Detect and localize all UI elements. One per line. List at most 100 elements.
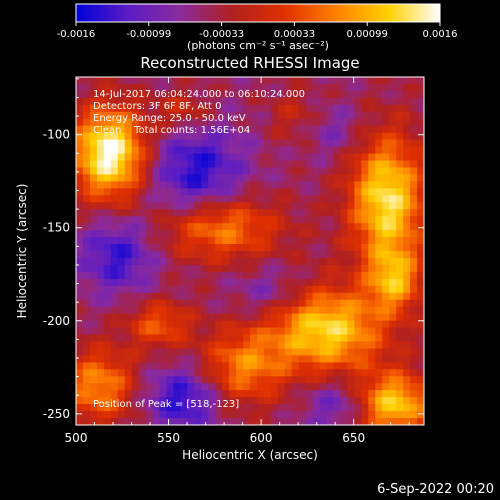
heatmap-cell (82, 77, 91, 85)
heatmap-cell (236, 202, 244, 210)
heatmap-cell (319, 397, 328, 405)
heatmap-cell (187, 160, 195, 168)
heatmap-cell (138, 216, 147, 224)
heatmap-cell (417, 320, 424, 329)
heatmap-cell (138, 209, 147, 217)
heatmap-cell (319, 251, 328, 259)
heatmap-cell (347, 404, 355, 412)
heatmap-cell (180, 209, 188, 217)
heatmap-cell (166, 257, 174, 266)
heatmap-cell (417, 362, 424, 370)
heatmap-cell (131, 355, 140, 363)
heatmap-cell (291, 404, 300, 412)
heatmap-cell (305, 376, 314, 384)
heatmap-cell (263, 216, 272, 224)
heatmap-cell (229, 202, 237, 210)
heatmap-cell (194, 97, 202, 106)
heatmap-cell (201, 251, 209, 259)
heatmap-cell (236, 223, 244, 231)
heatmap-cell (382, 160, 390, 168)
heatmap-cell (270, 271, 279, 280)
heatmap-cell (166, 404, 174, 412)
heatmap-cell (368, 334, 376, 342)
heatmap-cell (159, 160, 167, 168)
heatmap-cell (131, 390, 140, 398)
heatmap-cell (131, 376, 140, 384)
heatmap-cell (229, 383, 237, 391)
heatmap-cell (368, 209, 376, 217)
heatmap-cell (389, 174, 397, 182)
heatmap-cell (354, 362, 362, 370)
heatmap-cell (236, 83, 244, 92)
heatmap-cell (187, 348, 195, 356)
heatmap-cell (76, 362, 84, 370)
heatmap-cell (82, 237, 91, 245)
heatmap-cell (159, 251, 167, 259)
heatmap-cell (82, 174, 91, 182)
heatmap-cell (222, 83, 230, 92)
heatmap-cell (347, 195, 355, 203)
heatmap-cell (152, 132, 161, 141)
heatmap-cell (298, 139, 307, 148)
heatmap-cell (243, 418, 251, 425)
heatmap-cell (159, 195, 167, 203)
heatmap-cell (229, 160, 237, 168)
heatmap-cell (96, 390, 105, 398)
heatmap-cell (263, 383, 272, 391)
heatmap-cell (166, 334, 174, 342)
heatmap-cell (82, 418, 91, 425)
heatmap-cell (291, 216, 300, 224)
heatmap-cell (347, 125, 355, 134)
heatmap-cell (361, 132, 369, 141)
heatmap-cell (117, 397, 126, 405)
heatmap-cell (389, 334, 397, 342)
heatmap-cell (110, 306, 119, 315)
heatmap-cell (82, 195, 91, 203)
heatmap-cell (326, 341, 335, 349)
heatmap-cell (110, 285, 119, 294)
heatmap-cell (243, 146, 251, 155)
heatmap-cell (145, 153, 154, 162)
heatmap-cell (312, 251, 321, 259)
heatmap-cell (145, 341, 154, 349)
heatmap-cell (180, 104, 188, 113)
heatmap-cell (347, 188, 355, 196)
heatmap-cell (250, 230, 258, 238)
heatmap-cell (354, 181, 362, 189)
heatmap-cell (152, 97, 161, 106)
heatmap-cell (396, 111, 404, 120)
heatmap-cell (396, 216, 404, 224)
heatmap-cell (354, 341, 362, 349)
heatmap-cell (250, 216, 258, 224)
heatmap-cell (326, 195, 335, 203)
heatmap-cell (368, 77, 376, 85)
heatmap-cell (361, 223, 369, 231)
heatmap-cell (229, 390, 237, 398)
heatmap-cell (110, 348, 119, 356)
heatmap-cell (375, 313, 383, 322)
heatmap-cell (124, 369, 133, 377)
heatmap-cell (138, 355, 147, 363)
heatmap-cell (403, 111, 411, 120)
heatmap-cell (403, 153, 411, 162)
heatmap-cell (382, 348, 390, 356)
heatmap-cell (284, 404, 293, 412)
heatmap-cell (298, 77, 307, 85)
heatmap-cell (124, 77, 133, 85)
heatmap-cell (82, 153, 91, 162)
heatmap-cell (277, 257, 286, 266)
heatmap-cell (96, 334, 105, 342)
heatmap-cell (291, 146, 300, 155)
heatmap-cell (250, 334, 258, 342)
heatmap-cell (319, 264, 328, 273)
heatmap-cell (250, 313, 258, 322)
heatmap-cell (291, 257, 300, 266)
heatmap-cell (243, 111, 251, 120)
heatmap-cell (180, 292, 188, 301)
heatmap-cell (222, 111, 230, 120)
heatmap-cell (229, 139, 237, 148)
heatmap-cell (403, 118, 411, 127)
heatmap-cell (410, 390, 418, 398)
heatmap-cell (208, 111, 216, 120)
heatmap-cell (298, 278, 307, 287)
